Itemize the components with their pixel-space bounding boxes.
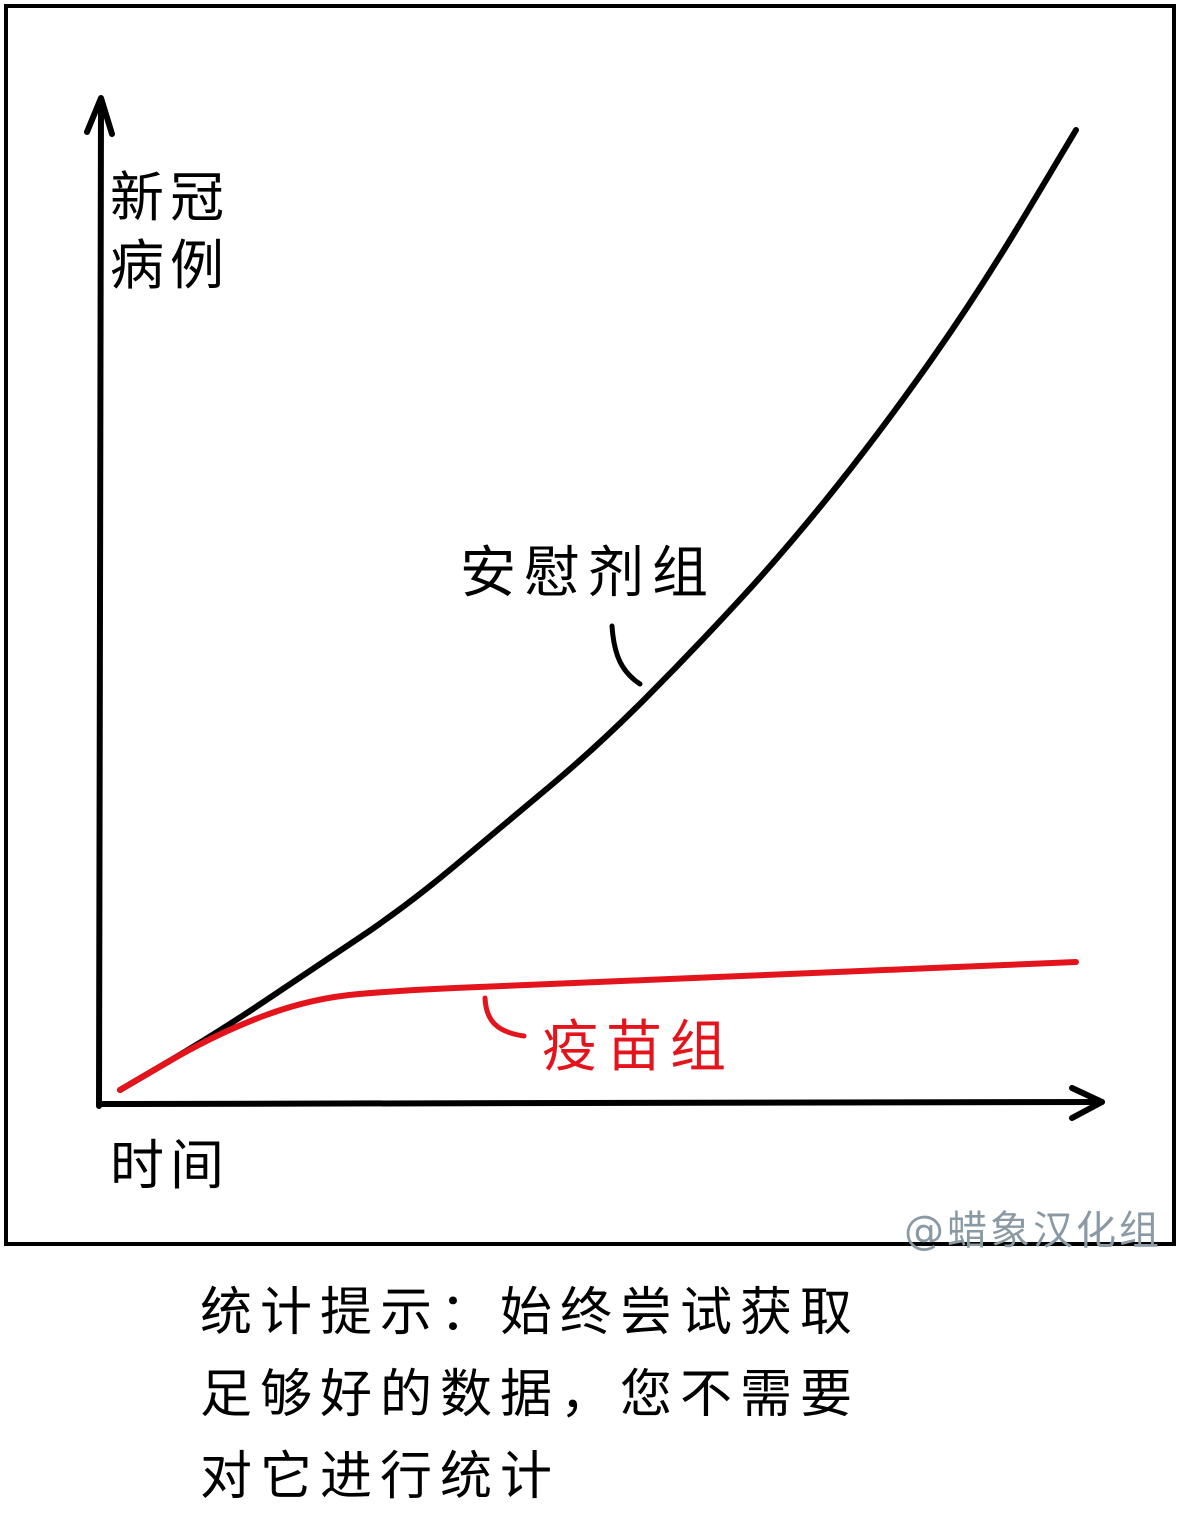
chart-svg: 新冠 病例 时间 安慰剂组 疫苗组 (84, 95, 1105, 1197)
y-axis-label-line-1: 新冠 (110, 166, 230, 229)
series-label-placebo: 安慰剂组 (460, 541, 716, 606)
series-line-vaccine (117, 959, 1079, 1093)
placebo-label-leader (609, 623, 643, 687)
x-axis-arrowhead (1069, 1085, 1105, 1121)
comic-panel: 新冠 病例 时间 安慰剂组 疫苗组 @蜡象汉化组 (4, 4, 1176, 1254)
series-label-vaccine: 疫苗组 (542, 1015, 734, 1080)
x-axis-label: 时间 (110, 1134, 230, 1197)
credit-watermark: @蜡象汉化组 (904, 1208, 1162, 1254)
x-axis (96, 1099, 1105, 1107)
y-axis-arrowhead (84, 95, 115, 137)
series-line-placebo (117, 127, 1079, 1093)
caption-line-3: 对它进行统计 (200, 1447, 561, 1507)
y-axis-label-line-2: 病例 (110, 234, 230, 297)
caption-line-2: 足够好的数据，您不需要 (200, 1365, 861, 1425)
caption: 统计提示：始终尝试获取 足够好的数据，您不需要 对它进行统计 (200, 1272, 1100, 1518)
caption-line-1: 统计提示：始终尝试获取 (200, 1283, 861, 1343)
vaccine-label-leader (482, 995, 527, 1039)
y-axis (96, 97, 104, 1109)
